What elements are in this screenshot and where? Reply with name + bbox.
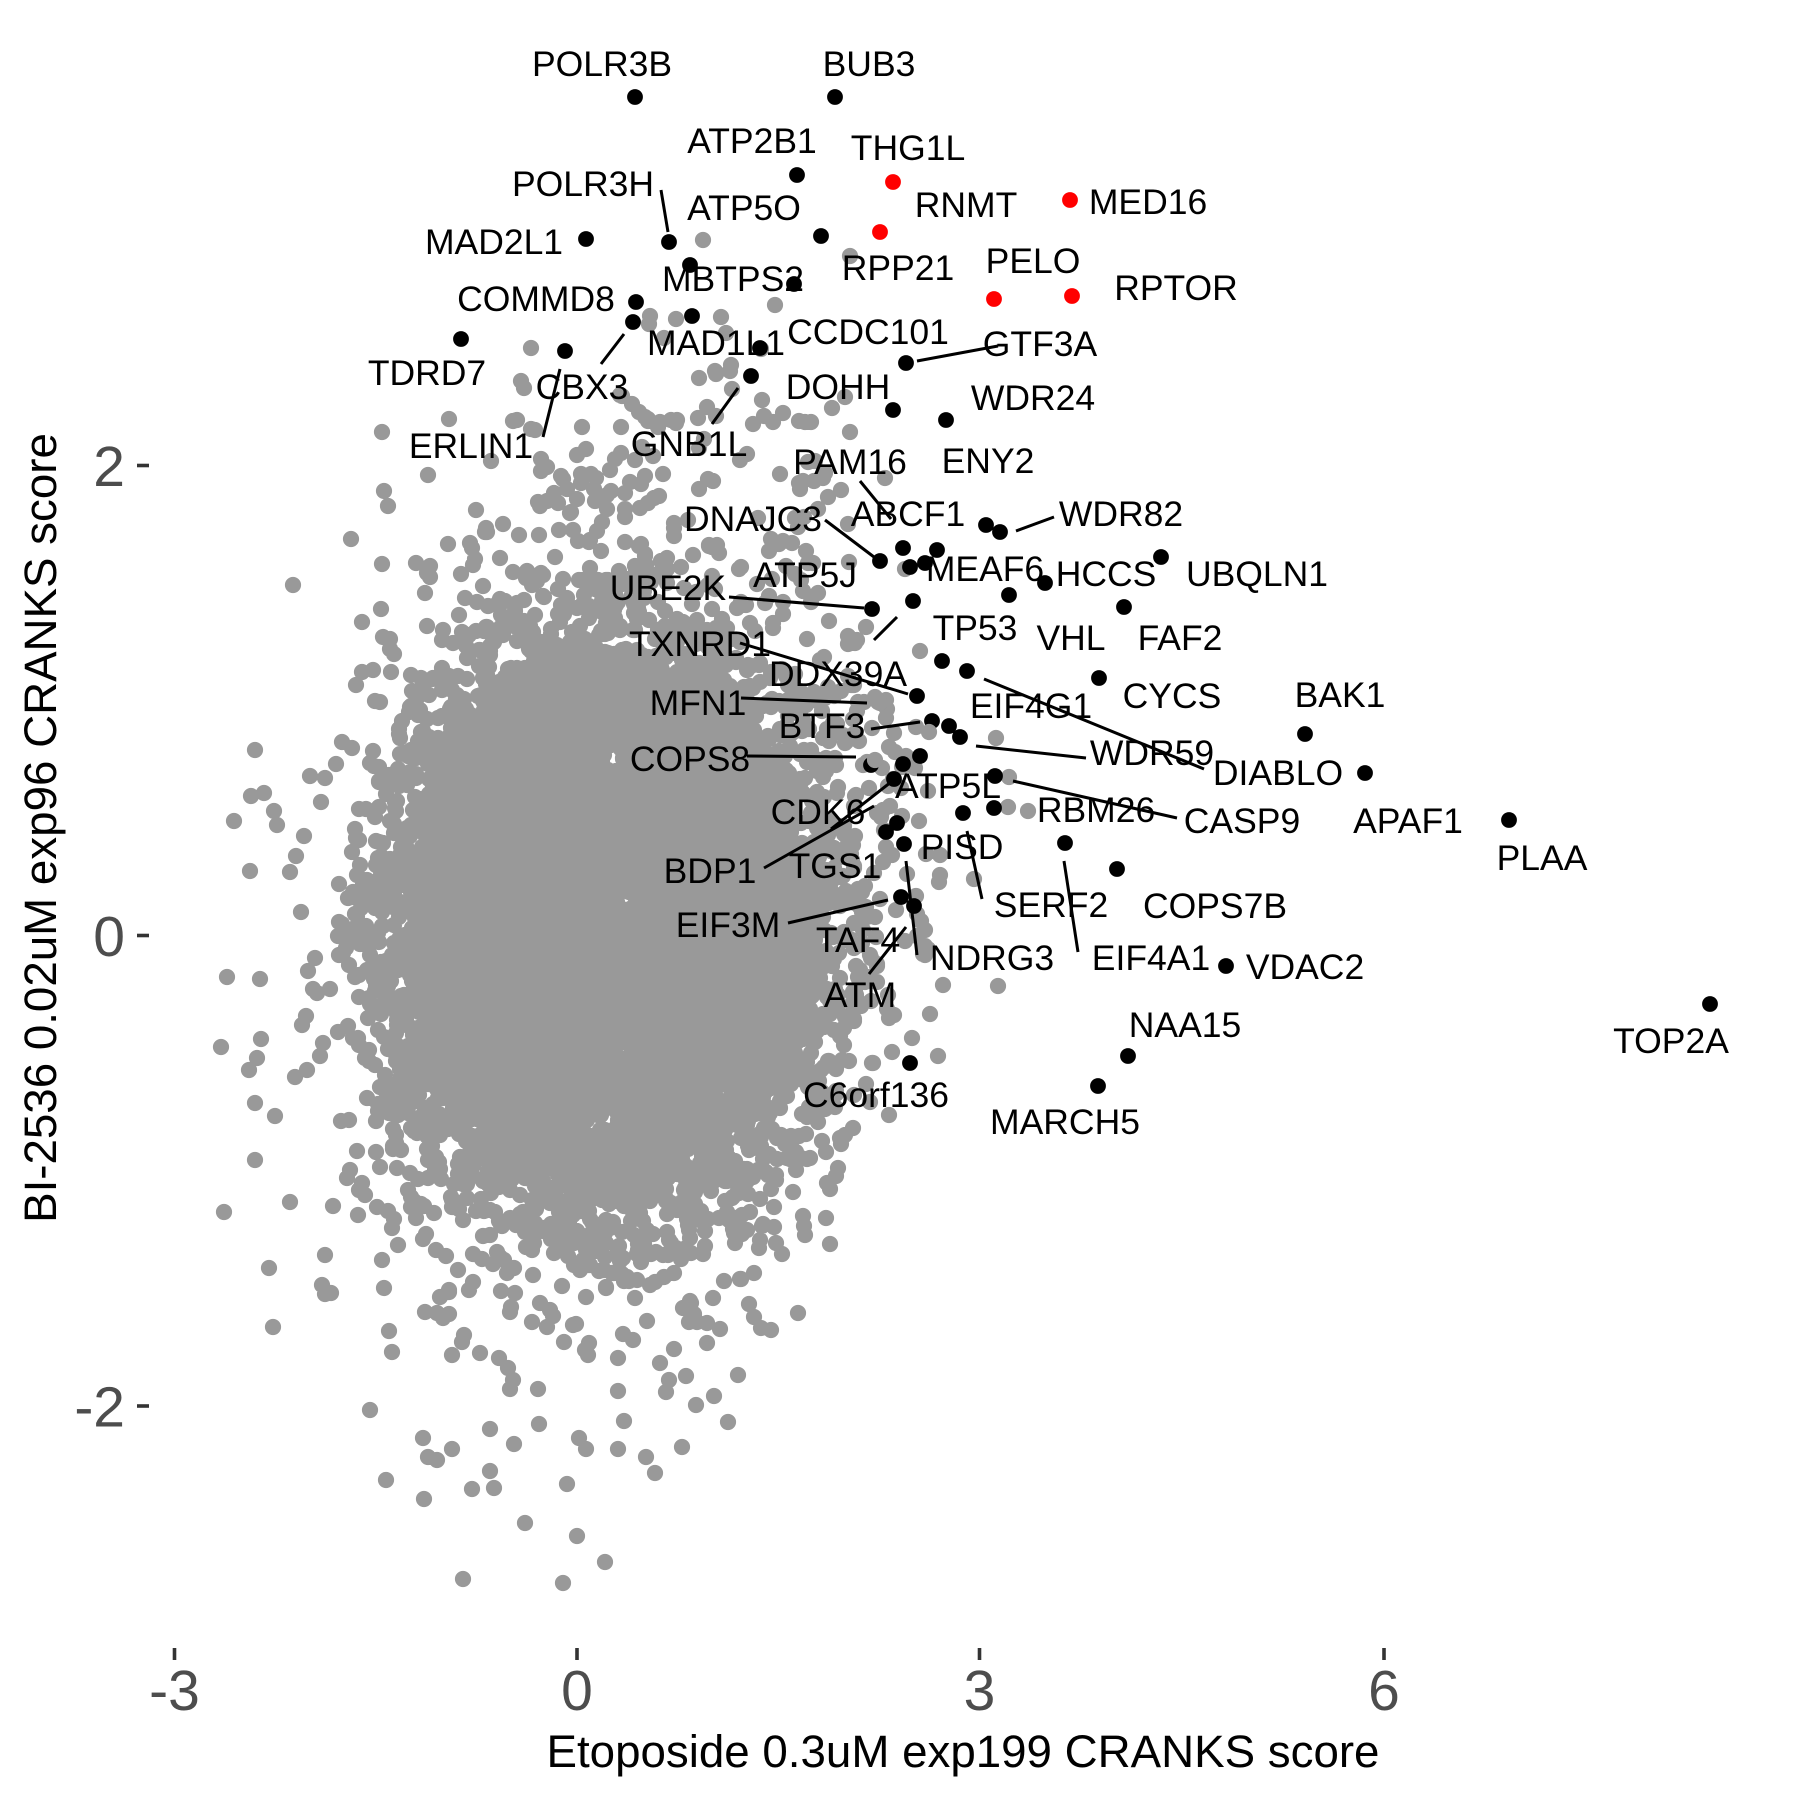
svg-text:DNAJC3: DNAJC3 (684, 499, 822, 539)
svg-text:MBTPS2: MBTPS2 (662, 259, 804, 299)
svg-text:0: 0 (93, 905, 125, 969)
svg-text:EIF4A1: EIF4A1 (1092, 938, 1210, 978)
svg-text:POLR3H: POLR3H (512, 164, 654, 204)
svg-text:RNMT: RNMT (915, 185, 1018, 225)
svg-text:DIABLO: DIABLO (1213, 753, 1343, 793)
svg-text:RPTOR: RPTOR (1114, 268, 1238, 308)
svg-text:TXNRD1: TXNRD1 (629, 624, 771, 664)
svg-text:PLAA: PLAA (1497, 838, 1588, 878)
svg-text:CCDC101: CCDC101 (787, 312, 949, 352)
svg-text:TDRD7: TDRD7 (368, 353, 486, 393)
svg-text:MAD1L1: MAD1L1 (647, 323, 785, 363)
svg-text:RBM26: RBM26 (1037, 790, 1155, 830)
svg-text:COPS7B: COPS7B (1143, 886, 1287, 926)
svg-text:ATP5L: ATP5L (895, 766, 1001, 806)
svg-text:APAF1: APAF1 (1353, 801, 1463, 841)
svg-text:TGS1: TGS1 (789, 846, 882, 886)
svg-text:WDR24: WDR24 (971, 378, 1095, 418)
svg-text:WDR59: WDR59 (1090, 733, 1214, 773)
svg-text:BTF3: BTF3 (779, 706, 866, 746)
svg-text:ENY2: ENY2 (942, 441, 1035, 481)
svg-text:EIF4G1: EIF4G1 (970, 686, 1092, 726)
svg-text:UBE2K: UBE2K (610, 568, 727, 608)
svg-text:FAF2: FAF2 (1138, 618, 1223, 658)
svg-text:VHL: VHL (1036, 618, 1105, 658)
svg-text:3: 3 (964, 1659, 996, 1723)
svg-text:COMMD8: COMMD8 (457, 279, 615, 319)
svg-text:WDR82: WDR82 (1059, 494, 1183, 534)
svg-text:TP53: TP53 (933, 608, 1018, 648)
svg-text:DOHH: DOHH (786, 367, 891, 407)
svg-text:ATP5O: ATP5O (687, 188, 801, 228)
svg-text:NDRG3: NDRG3 (930, 938, 1054, 978)
svg-text:ERLIN1: ERLIN1 (409, 426, 533, 466)
svg-text:HCCS: HCCS (1056, 554, 1157, 594)
svg-text:NAA15: NAA15 (1129, 1005, 1241, 1045)
svg-text:COPS8: COPS8 (630, 739, 750, 779)
svg-text:CBX3: CBX3 (536, 367, 629, 407)
svg-text:PISD: PISD (921, 827, 1004, 867)
svg-text:UBQLN1: UBQLN1 (1186, 554, 1328, 594)
svg-text:ABCF1: ABCF1 (851, 494, 965, 534)
svg-text:2: 2 (93, 435, 125, 499)
svg-text:6: 6 (1368, 1659, 1400, 1723)
svg-text:CASP9: CASP9 (1184, 801, 1300, 841)
svg-text:ATM: ATM (824, 975, 896, 1015)
svg-text:BUB3: BUB3 (823, 44, 916, 84)
svg-text:TAF4: TAF4 (816, 920, 900, 960)
svg-text:PAM16: PAM16 (793, 442, 907, 482)
svg-text:MFN1: MFN1 (650, 683, 747, 723)
svg-text:GTF3A: GTF3A (983, 324, 1098, 364)
svg-text:PELO: PELO (986, 241, 1081, 281)
svg-text:0: 0 (561, 1659, 593, 1723)
svg-text:BAK1: BAK1 (1295, 675, 1386, 715)
svg-text:MEAF6: MEAF6 (926, 549, 1044, 589)
svg-text:POLR3B: POLR3B (532, 44, 672, 84)
svg-text:TOP2A: TOP2A (1613, 1021, 1729, 1061)
svg-text:-2: -2 (74, 1376, 125, 1440)
svg-text:BI-2536 0.02uM exp96 CRANKS sc: BI-2536 0.02uM exp96 CRANKS score (15, 433, 66, 1223)
svg-text:RPP21: RPP21 (842, 248, 954, 288)
svg-text:CYCS: CYCS (1123, 676, 1222, 716)
svg-text:MARCH5: MARCH5 (990, 1102, 1140, 1142)
svg-text:ATP5J: ATP5J (753, 555, 857, 595)
svg-text:C6orf136: C6orf136 (803, 1075, 949, 1115)
svg-text:MAD2L1: MAD2L1 (425, 222, 563, 262)
svg-text:MED16: MED16 (1089, 182, 1207, 222)
svg-text:BDP1: BDP1 (664, 851, 757, 891)
svg-text:CDK6: CDK6 (771, 792, 866, 832)
svg-text:ATP2B1: ATP2B1 (687, 121, 817, 161)
svg-text:-3: -3 (149, 1659, 200, 1723)
svg-text:DDX39A: DDX39A (769, 654, 907, 694)
svg-text:EIF3M: EIF3M (676, 905, 781, 945)
svg-text:GNB1L: GNB1L (631, 424, 747, 464)
svg-text:VDAC2: VDAC2 (1246, 947, 1364, 987)
svg-text:Etoposide 0.3uM exp199 CRANKS: Etoposide 0.3uM exp199 CRANKS score (547, 1726, 1380, 1777)
svg-text:SERF2: SERF2 (994, 885, 1108, 925)
svg-text:THG1L: THG1L (851, 128, 965, 168)
